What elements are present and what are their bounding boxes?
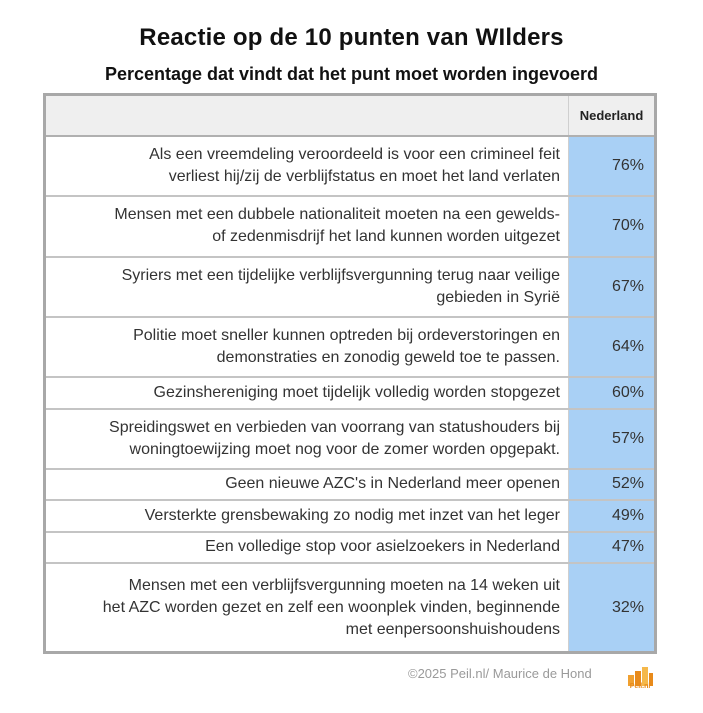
row-label-line: met eenpersoonshuishoudens xyxy=(345,620,560,638)
row-label-line: Gezinshereniging moet tijdelijk volledig… xyxy=(153,383,560,401)
row-label: Gezinshereniging moet tijdelijk volledig… xyxy=(46,377,569,410)
row-label: Spreidingswet en verbieden van voorrang … xyxy=(46,408,569,470)
row-label: Als een vreemdeling veroordeeld is voor … xyxy=(46,136,569,198)
table-row: Een volledige stop voor asielzoekers in … xyxy=(46,531,654,565)
table-row: Politie moet sneller kunnen optreden bij… xyxy=(46,316,654,379)
row-label-line: Spreidingswet en verbieden van voorrang … xyxy=(109,418,560,436)
row-label-line: Mensen met een verblijfsvergunning moete… xyxy=(128,576,560,594)
table-row: Versterkte grensbewaking zo nodig met in… xyxy=(46,500,654,533)
chart-title: Reactie op de 10 punten van WIlders xyxy=(139,24,564,51)
peil-logo-icon xyxy=(628,667,653,686)
row-label-line: Als een vreemdeling veroordeeld is voor … xyxy=(149,146,560,164)
row-label-line: Politie moet sneller kunnen optreden bij… xyxy=(133,326,560,344)
row-label-line: Een volledige stop voor asielzoekers in … xyxy=(205,538,560,556)
chart-subtitle: Percentage dat vindt dat het punt moet w… xyxy=(104,64,599,84)
logo-bar-3 xyxy=(642,667,648,686)
row-value: 64% xyxy=(568,316,654,379)
row-label-line: of zedenmisdrijf het land kunnen worden … xyxy=(212,228,560,246)
results-table-container: Nederland Als een vreemdeling veroordeel… xyxy=(43,93,657,654)
row-label: Mensen met een dubbele nationaliteit moe… xyxy=(46,196,569,258)
header-nederland: Nederland xyxy=(568,96,654,137)
row-label: Versterkte grensbewaking zo nodig met in… xyxy=(46,500,569,533)
row-value: 57% xyxy=(568,408,654,470)
table-row: Syriers met een tijdelijke verblijfsverg… xyxy=(46,256,654,318)
row-label: Mensen met een verblijfsvergunning moete… xyxy=(46,563,569,651)
header-label-cell xyxy=(46,96,569,137)
row-label-line: demonstraties en zonodig geweld toe te p… xyxy=(216,348,560,366)
logo-bar-1 xyxy=(628,675,634,686)
row-label: Politie moet sneller kunnen optreden bij… xyxy=(46,316,569,379)
results-table: Nederland Als een vreemdeling veroordeel… xyxy=(46,96,654,651)
table-row: Gezinshereniging moet tijdelijk volledig… xyxy=(46,377,654,410)
table-row: Mensen met een dubbele nationaliteit moe… xyxy=(46,196,654,258)
row-value: 52% xyxy=(568,468,654,502)
logo-bar-4 xyxy=(649,673,653,686)
row-value: 76% xyxy=(568,136,654,198)
table-row: Mensen met een verblijfsvergunning moete… xyxy=(46,563,654,651)
row-label-line: Versterkte grensbewaking zo nodig met in… xyxy=(144,506,560,524)
row-value: 60% xyxy=(568,377,654,410)
row-value: 49% xyxy=(568,500,654,533)
table-row: Spreidingswet en verbieden van voorrang … xyxy=(46,408,654,470)
row-label-line: Mensen met een dubbele nationaliteit moe… xyxy=(114,206,560,224)
table-row: Als een vreemdeling veroordeeld is voor … xyxy=(46,136,654,198)
table-body: Als een vreemdeling veroordeeld is voor … xyxy=(46,136,654,651)
row-value: 70% xyxy=(568,196,654,258)
row-label: Syriers met een tijdelijke verblijfsverg… xyxy=(46,256,569,318)
row-value: 32% xyxy=(568,563,654,651)
footer-credit: ©2025 Peil.nl/ Maurice de Hond xyxy=(408,666,592,681)
table-row: Geen nieuwe AZC's in Nederland meer open… xyxy=(46,468,654,502)
logo-bar-2 xyxy=(635,671,641,686)
row-label-line: Geen nieuwe AZC's in Nederland meer open… xyxy=(225,475,560,493)
logo-text: Peil.nl xyxy=(629,683,651,690)
row-label-line: gebieden in Syrië xyxy=(436,288,560,306)
table-header-row: Nederland xyxy=(46,96,654,137)
row-label: Geen nieuwe AZC's in Nederland meer open… xyxy=(46,468,569,502)
row-value: 47% xyxy=(568,531,654,565)
row-label-line: woningtoewijzing moet nog voor de zomer … xyxy=(129,440,560,458)
row-label-line: verliest hij/zij de verblijfstatus en mo… xyxy=(168,168,560,186)
row-label: Een volledige stop voor asielzoekers in … xyxy=(46,531,569,565)
row-label-line: het AZC worden gezet en zelf een woonple… xyxy=(102,598,560,616)
row-value: 67% xyxy=(568,256,654,318)
row-label-line: Syriers met een tijdelijke verblijfsverg… xyxy=(121,266,560,284)
